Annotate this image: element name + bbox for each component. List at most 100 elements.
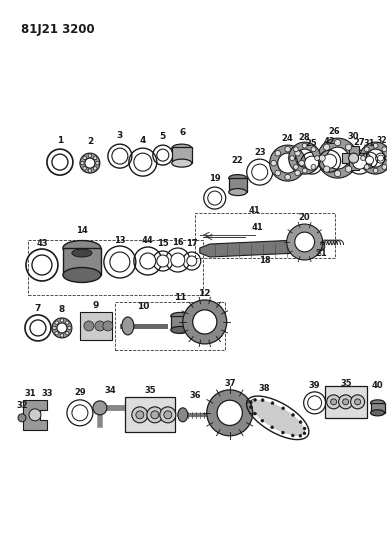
Circle shape	[282, 407, 285, 410]
Ellipse shape	[72, 249, 92, 257]
Wedge shape	[360, 142, 387, 174]
Circle shape	[324, 144, 330, 150]
Wedge shape	[270, 145, 306, 181]
Text: 5: 5	[160, 132, 166, 141]
Text: 41: 41	[249, 206, 260, 215]
Circle shape	[30, 320, 46, 336]
Text: 28: 28	[299, 133, 310, 142]
Bar	[28, 240, 203, 295]
Text: 16: 16	[172, 238, 184, 247]
Circle shape	[315, 156, 320, 160]
Ellipse shape	[63, 240, 101, 255]
Text: 35: 35	[144, 386, 156, 395]
Text: 19: 19	[209, 174, 221, 183]
Text: 8: 8	[59, 305, 65, 314]
Circle shape	[112, 148, 128, 164]
Circle shape	[60, 334, 64, 337]
Circle shape	[281, 431, 284, 434]
Ellipse shape	[178, 408, 188, 422]
Circle shape	[252, 164, 268, 180]
Bar	[125, 397, 175, 432]
Circle shape	[324, 166, 330, 172]
Circle shape	[364, 147, 369, 152]
Circle shape	[346, 144, 352, 150]
Circle shape	[334, 171, 341, 177]
Bar	[115, 302, 225, 350]
Text: 43: 43	[36, 239, 48, 248]
Circle shape	[361, 156, 366, 160]
Circle shape	[83, 167, 86, 170]
Circle shape	[382, 165, 387, 169]
Circle shape	[140, 253, 156, 269]
Ellipse shape	[250, 400, 305, 436]
Circle shape	[364, 165, 369, 169]
Circle shape	[334, 140, 341, 146]
Ellipse shape	[229, 175, 247, 182]
Text: 30: 30	[348, 132, 360, 141]
Circle shape	[299, 434, 302, 437]
Circle shape	[285, 147, 291, 152]
Text: 27: 27	[354, 138, 365, 147]
Polygon shape	[23, 400, 47, 430]
Ellipse shape	[63, 268, 101, 282]
Ellipse shape	[172, 144, 192, 152]
Circle shape	[183, 300, 227, 344]
Circle shape	[293, 147, 298, 152]
Text: 2: 2	[87, 137, 93, 146]
Ellipse shape	[171, 312, 189, 319]
Text: 15: 15	[157, 239, 169, 248]
Circle shape	[349, 153, 359, 163]
Text: 81J21 3200: 81J21 3200	[21, 23, 95, 36]
Circle shape	[157, 149, 169, 161]
Circle shape	[351, 395, 365, 409]
Circle shape	[95, 321, 105, 331]
Text: 4: 4	[140, 136, 146, 145]
Circle shape	[134, 153, 152, 171]
Circle shape	[353, 155, 366, 169]
Text: 39: 39	[309, 381, 320, 390]
Bar	[325, 386, 366, 418]
Text: 23: 23	[254, 148, 265, 157]
Text: 13: 13	[114, 236, 126, 245]
Text: 10: 10	[137, 302, 149, 311]
Text: 35: 35	[341, 379, 353, 388]
Polygon shape	[200, 239, 325, 257]
Bar	[349, 146, 359, 170]
Circle shape	[72, 405, 88, 421]
Circle shape	[93, 156, 97, 159]
Circle shape	[299, 421, 302, 424]
Circle shape	[319, 155, 325, 161]
Circle shape	[291, 434, 294, 437]
Text: 32: 32	[16, 401, 28, 410]
Text: 11: 11	[173, 293, 186, 302]
Circle shape	[207, 390, 253, 436]
Bar	[63, 248, 101, 275]
Circle shape	[287, 224, 323, 260]
Circle shape	[253, 412, 256, 415]
Text: 31: 31	[24, 389, 36, 398]
Circle shape	[60, 319, 64, 322]
Circle shape	[295, 150, 300, 156]
Circle shape	[302, 168, 307, 173]
Circle shape	[84, 321, 94, 331]
Wedge shape	[80, 153, 100, 173]
Text: 36: 36	[190, 391, 202, 400]
Circle shape	[299, 160, 305, 166]
Circle shape	[261, 399, 264, 402]
Text: 1: 1	[57, 136, 63, 145]
Bar	[172, 147, 192, 163]
Circle shape	[305, 156, 319, 170]
Bar	[171, 316, 189, 330]
Circle shape	[136, 411, 144, 419]
Circle shape	[311, 147, 316, 152]
Circle shape	[96, 161, 99, 165]
Bar	[342, 153, 366, 163]
Circle shape	[271, 402, 274, 405]
Text: 31: 31	[364, 139, 375, 148]
Circle shape	[295, 170, 300, 176]
Circle shape	[350, 155, 356, 161]
Circle shape	[354, 399, 361, 405]
Circle shape	[385, 156, 387, 160]
Bar	[195, 213, 335, 258]
Circle shape	[171, 253, 185, 267]
